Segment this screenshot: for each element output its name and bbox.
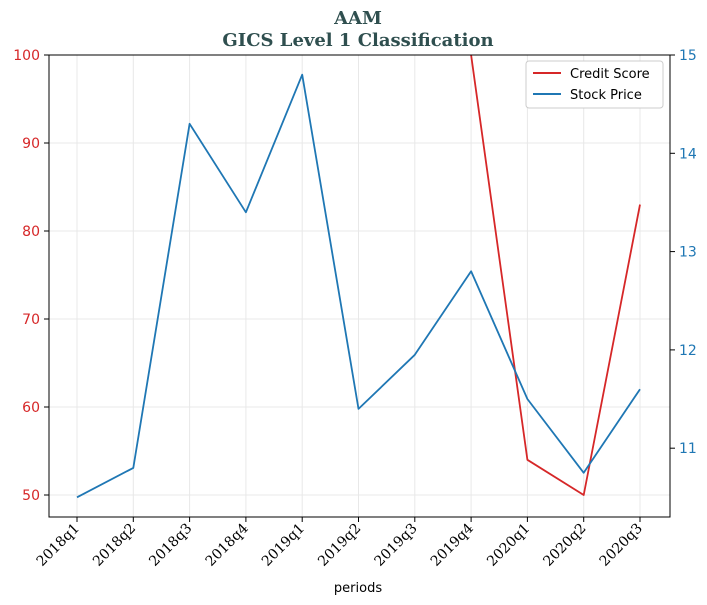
x-tick-label: 2018q2 xyxy=(90,521,139,570)
x-tick-label: 2019q1 xyxy=(259,521,308,570)
left-tick-label: 90 xyxy=(22,136,40,152)
right-tick-label: 13 xyxy=(679,245,697,261)
left-tick-label: 60 xyxy=(22,400,40,416)
right-tick-label: 12 xyxy=(679,343,697,359)
chart-subtitle: GICS Level 1 Classification xyxy=(222,30,493,51)
right-tick-label: 11 xyxy=(679,441,697,457)
right-tick-label: 14 xyxy=(679,146,697,162)
left-tick-label: 50 xyxy=(22,488,40,504)
left-tick-label: 70 xyxy=(22,312,40,328)
x-tick-label: 2018q4 xyxy=(203,520,252,569)
x-tick-label: 2018q1 xyxy=(34,521,83,570)
x-tick-label: 2019q4 xyxy=(428,520,477,569)
series-line-stock-price xyxy=(76,73,641,499)
x-tick-label: 2018q3 xyxy=(146,521,195,570)
legend-label-stock-price: Stock Price xyxy=(570,88,642,103)
grid xyxy=(49,54,670,517)
legend: Credit Score Stock Price xyxy=(525,60,664,109)
series-lines xyxy=(76,55,641,499)
legend-label-credit-score: Credit Score xyxy=(570,67,650,82)
x-tick-label: 2019q2 xyxy=(315,521,364,570)
left-tick-label: 100 xyxy=(13,48,40,64)
right-tick-label: 15 xyxy=(679,48,697,64)
right-axis: 11 12 13 14 15 xyxy=(670,48,697,457)
x-tick-label: 2020q1 xyxy=(484,521,533,570)
series-line-credit-score xyxy=(470,55,641,496)
left-tick-label: 80 xyxy=(22,224,40,240)
x-tick-label: 2020q2 xyxy=(540,521,589,570)
plot-frame xyxy=(48,54,671,518)
x-axis: 2018q1 2018q2 2018q3 2018q4 2019q1 2019q2 2019… xyxy=(34,517,646,570)
x-axis-label: periods xyxy=(334,581,382,596)
left-axis: 50 60 70 80 90 100 xyxy=(13,48,49,504)
chart-title: AAM xyxy=(333,8,382,29)
x-tick-label: 2020q3 xyxy=(597,521,646,570)
x-tick-label: 2019q3 xyxy=(371,521,420,570)
